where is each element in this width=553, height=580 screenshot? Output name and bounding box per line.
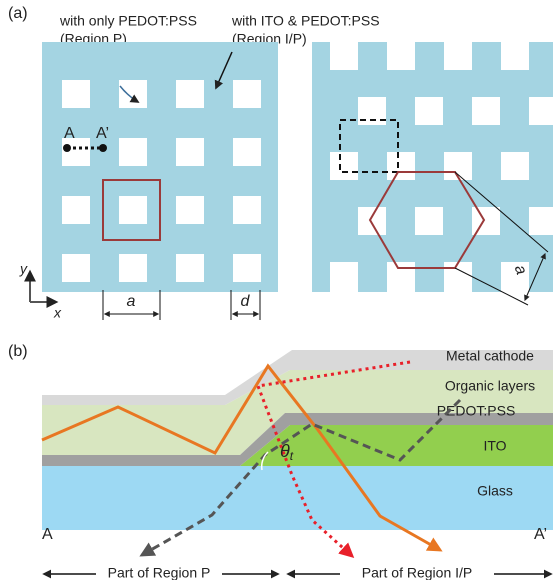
hole [119, 138, 147, 166]
hole [444, 42, 472, 70]
hole [233, 80, 261, 108]
region-label: Part of Region I/P [362, 565, 473, 580]
angle-symbol: θ [280, 441, 290, 461]
hole [415, 207, 443, 235]
hole [415, 97, 443, 125]
hole [62, 254, 90, 282]
layer-label: Organic layers [445, 378, 535, 394]
hole [176, 138, 204, 166]
layer-label: Metal cathode [446, 348, 534, 364]
dimension-label: a [127, 293, 136, 310]
hole [176, 254, 204, 282]
callout-text: with ITO & PEDOT:PSS [231, 13, 380, 29]
hole [119, 196, 147, 224]
hole [176, 196, 204, 224]
panel-label: (a) [8, 5, 28, 22]
point [99, 144, 107, 152]
hole [387, 42, 415, 70]
panel-label: (b) [8, 343, 28, 360]
triangular-lattice [312, 42, 553, 292]
hole [501, 42, 529, 70]
axis-label: x [53, 305, 62, 321]
figure: (a) with only PEDOT:PSS (Region P) with … [0, 0, 553, 580]
hole [330, 262, 358, 292]
dimension-label: d [241, 293, 251, 310]
hole [472, 97, 500, 125]
callout-text: with only PEDOT:PSS [59, 13, 197, 29]
region-label: Part of Region P [108, 565, 211, 580]
hole [62, 196, 90, 224]
hole [330, 152, 358, 180]
point [63, 144, 71, 152]
square-lattice [42, 42, 278, 292]
point-label: A’ [96, 125, 109, 142]
hole [330, 42, 358, 70]
axis-label: y [19, 261, 28, 277]
hole [501, 152, 529, 180]
end-label: A’ [534, 526, 547, 543]
hole [119, 80, 147, 108]
hole [62, 80, 90, 108]
hole [176, 80, 204, 108]
hole [358, 207, 386, 235]
hole [529, 97, 553, 125]
hole [387, 262, 415, 292]
hole [472, 207, 500, 235]
end-label: A [42, 526, 53, 543]
hole [233, 254, 261, 282]
hole [387, 152, 415, 180]
hole [233, 196, 261, 224]
layer-label: Glass [477, 483, 513, 499]
hole [529, 207, 553, 235]
point-label: A [64, 125, 75, 142]
hole [444, 262, 472, 292]
layer-label: ITO [483, 438, 506, 454]
hole [119, 254, 147, 282]
hole [233, 138, 261, 166]
